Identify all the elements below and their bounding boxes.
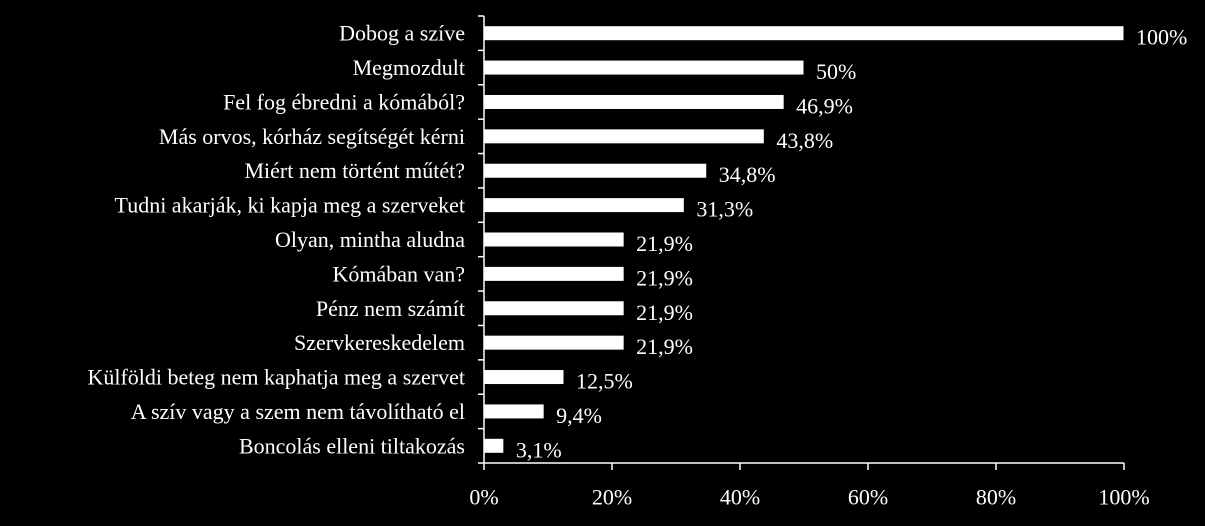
bar xyxy=(483,197,685,214)
category-label: Tudni akarják, ki kapja meg a szerveket xyxy=(115,193,465,218)
category-label: Dobog a szíve xyxy=(339,21,465,46)
category-label: Pénz nem számít xyxy=(316,296,465,321)
category-label: Miért nem történt műtét? xyxy=(244,158,465,183)
x-tick-label: 40% xyxy=(720,485,760,510)
bar xyxy=(483,25,1125,42)
x-tick-label: 20% xyxy=(592,485,632,510)
bar xyxy=(483,59,805,76)
value-label: 3,1% xyxy=(516,437,562,462)
value-label: 21,9% xyxy=(636,265,693,290)
bar xyxy=(483,437,505,454)
bar xyxy=(483,300,625,317)
value-label: 46,9% xyxy=(796,93,853,118)
value-label: 34,8% xyxy=(719,162,776,187)
bar xyxy=(483,231,625,248)
category-label: A szív vagy a szem nem távolítható el xyxy=(131,399,465,424)
bar xyxy=(483,265,625,282)
category-label: Megmozdult xyxy=(353,55,465,80)
value-label: 21,9% xyxy=(636,334,693,359)
bar xyxy=(483,162,708,179)
x-tick-label: 100% xyxy=(1098,485,1149,510)
category-label: Külföldi beteg nem kaphatja meg a szerve… xyxy=(87,365,465,390)
bar xyxy=(483,369,565,386)
x-tick-label: 80% xyxy=(976,485,1016,510)
category-label: Olyan, mintha aludna xyxy=(275,227,465,252)
tick-labels-group: 0% 20% 40% 60% 80% 100% xyxy=(469,485,1149,510)
bar xyxy=(483,128,765,145)
category-label: Szervkereskedelem xyxy=(294,330,465,355)
value-label: 31,3% xyxy=(696,197,753,222)
x-tick-label: 60% xyxy=(848,485,888,510)
value-label: 43,8% xyxy=(776,128,833,153)
value-label: 21,9% xyxy=(636,231,693,256)
value-label: 50% xyxy=(816,59,856,84)
axes-group xyxy=(478,15,1125,470)
category-label: Boncolás elleni tiltakozás xyxy=(239,433,465,458)
value-label: 9,4% xyxy=(556,403,602,428)
value-label: 100% xyxy=(1136,25,1187,50)
category-labels-group: Dobog a szíve Megmozdult Fel fog ébredni a… xyxy=(87,21,465,459)
category-label: Kómában van? xyxy=(332,261,465,286)
x-tick-label: 0% xyxy=(469,485,498,510)
bar xyxy=(483,334,625,351)
bar xyxy=(483,93,785,110)
category-label: Más orvos, kórház segítségét kérni xyxy=(159,124,465,149)
value-labels-group: 100%50%46,9%43,8%34,8%31,3%21,9%21,9%21,… xyxy=(516,25,1187,463)
value-label: 21,9% xyxy=(636,300,693,325)
bar xyxy=(483,403,545,420)
value-label: 12,5% xyxy=(576,369,633,394)
category-label: Fel fog ébredni a kómából? xyxy=(223,89,465,114)
